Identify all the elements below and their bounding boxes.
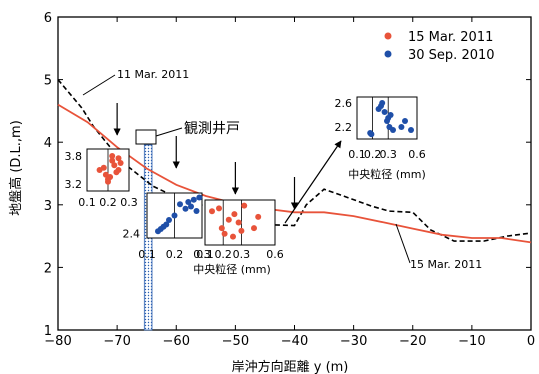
inset-a-point xyxy=(115,155,122,162)
annotation-11mar2011: 11 Mar. 2011 xyxy=(117,68,189,81)
inset-c-point xyxy=(209,208,215,215)
inset-b-point xyxy=(190,196,197,203)
well-cap xyxy=(135,129,157,145)
inset-d-point xyxy=(402,118,408,124)
inset-b-point xyxy=(182,205,189,212)
inset-c-point xyxy=(230,233,236,240)
inset-a-y-tick-label: 3.2 xyxy=(65,178,83,191)
inset-d-point xyxy=(385,115,392,121)
inset-d-point xyxy=(368,131,375,138)
y-tick-label: 3 xyxy=(44,199,52,214)
inset-b-x-tick-label: 0.1 xyxy=(138,248,156,261)
inset-a-point xyxy=(100,164,107,171)
x-tick-label: −70 xyxy=(103,334,130,349)
inset-d-point xyxy=(398,124,405,130)
x-tick-label: −10 xyxy=(458,334,485,349)
series-line-1 xyxy=(57,103,532,244)
x-tick-label: 0 xyxy=(527,334,535,349)
inset-d-y-tick-label: 2.2 xyxy=(335,121,353,134)
inset-a: 0.1 0.2 0.3 3.8 3.2 xyxy=(65,148,138,209)
inset-d-y-tick-label: 2.6 xyxy=(335,97,353,110)
x-tick-label: −20 xyxy=(399,334,426,349)
inset-a-point xyxy=(117,160,124,166)
legend: 15 Mar. 2011 30 Sep. 2010 xyxy=(384,30,495,63)
legend-marker-sep2010 xyxy=(384,50,392,58)
inset-b-point xyxy=(166,217,172,223)
inset-b-x-tick-label: 0.2 xyxy=(166,248,184,261)
well-label-leader xyxy=(155,127,183,137)
inset-c: 0.1 0.2 0.3 0.6 xyxy=(196,199,284,261)
inset-d-x-tick-label: 0.6 xyxy=(408,148,426,161)
y-tick-label: 2 xyxy=(44,261,52,276)
inset-c-point xyxy=(241,202,248,209)
inset-b-x-tick-label: 0.3 xyxy=(193,248,211,261)
inset-d: 0.10.20.3 0.6 2.6 2.2 xyxy=(335,96,426,161)
inset-a-x-tick-label: 0.3 xyxy=(120,196,138,209)
inset-c-point xyxy=(225,216,232,223)
y-tick-label: 4 xyxy=(44,136,52,151)
inset-d-point xyxy=(408,127,414,133)
y-tick-label: 1 xyxy=(44,324,52,339)
inset-b-point xyxy=(171,212,178,219)
inset-b-point xyxy=(193,208,200,214)
inset-b-point xyxy=(177,201,183,208)
inset-c-x-tick-label: 0.1 xyxy=(196,248,214,261)
inset-b-point xyxy=(196,194,203,201)
x-tick-label: −40 xyxy=(281,334,308,349)
y-tick-label: 6 xyxy=(44,11,52,26)
inset-d-xlabel: 中央粒径 (mm) xyxy=(348,167,426,181)
inset-c-point xyxy=(235,219,242,226)
inset-c-point xyxy=(216,205,222,212)
x-tick-label: −80 xyxy=(44,334,71,349)
y-tick-label: 5 xyxy=(44,74,52,89)
inset-d-x-tick-label: 0.2 xyxy=(364,148,382,161)
inset-d-x-tick-label: 0.3 xyxy=(379,148,397,161)
inset-c-point xyxy=(221,230,228,237)
inset-c-point xyxy=(218,225,225,232)
inset-a-point xyxy=(107,174,114,180)
annotation-15mar2011: 15 Mar. 2011 xyxy=(410,258,482,271)
inset-a-point xyxy=(109,157,116,164)
inset-c-point xyxy=(251,225,257,232)
x-tick-label: −60 xyxy=(163,334,190,349)
inset-c-x-tick-label: 0.6 xyxy=(266,248,284,261)
inset-d-point xyxy=(379,100,386,106)
annotation-15mar2011-leader xyxy=(395,223,411,264)
inset-a-point xyxy=(115,167,122,173)
inset-b-point xyxy=(163,221,170,228)
inset-b: 0.1 0.2 0.3 2.4 xyxy=(123,192,211,261)
inset-a-point xyxy=(109,153,116,159)
legend-marker-mar2011 xyxy=(384,32,392,40)
annotation-11mar2011-leader xyxy=(82,74,116,96)
inset-b-point xyxy=(188,203,194,210)
x-axis-label: 岸沖方向距離 y (m) xyxy=(232,359,349,374)
legend-label-mar2011: 15 Mar. 2011 xyxy=(408,30,493,45)
inset-c-xlabel: 中央粒径 (mm) xyxy=(193,262,271,276)
x-tick-label: −50 xyxy=(222,334,249,349)
inset-a-point xyxy=(111,162,118,169)
legend-label-sep2010: 30 Sep. 2010 xyxy=(408,48,495,63)
inset-d-x-tick-label: 0.1 xyxy=(348,148,366,161)
inset-c-point xyxy=(255,213,262,220)
well-label: 観測井戸 xyxy=(184,120,240,137)
inset-a-x-tick-label: 0.1 xyxy=(78,196,96,209)
x-tick-label: −30 xyxy=(340,334,367,349)
inset-c-point xyxy=(238,227,245,234)
inset-c-point xyxy=(231,211,238,218)
inset-a-point xyxy=(105,178,111,185)
inset-a-y-tick-label: 3.8 xyxy=(65,150,83,163)
inset-d-point xyxy=(381,109,388,115)
inset-b-y-tick-label: 2.4 xyxy=(123,228,141,241)
inset-d-pointer-arrow xyxy=(284,140,342,224)
inset-b-point xyxy=(185,199,192,205)
y-axis-label: 地盤高 (D.L.,m) xyxy=(8,120,24,216)
inset-c-x-tick-label: 0.2 xyxy=(214,248,232,261)
inset-a-x-tick-label: 0.2 xyxy=(99,196,117,209)
inset-d-point xyxy=(390,127,396,133)
inset-c-x-tick-label: 0.3 xyxy=(233,248,251,261)
